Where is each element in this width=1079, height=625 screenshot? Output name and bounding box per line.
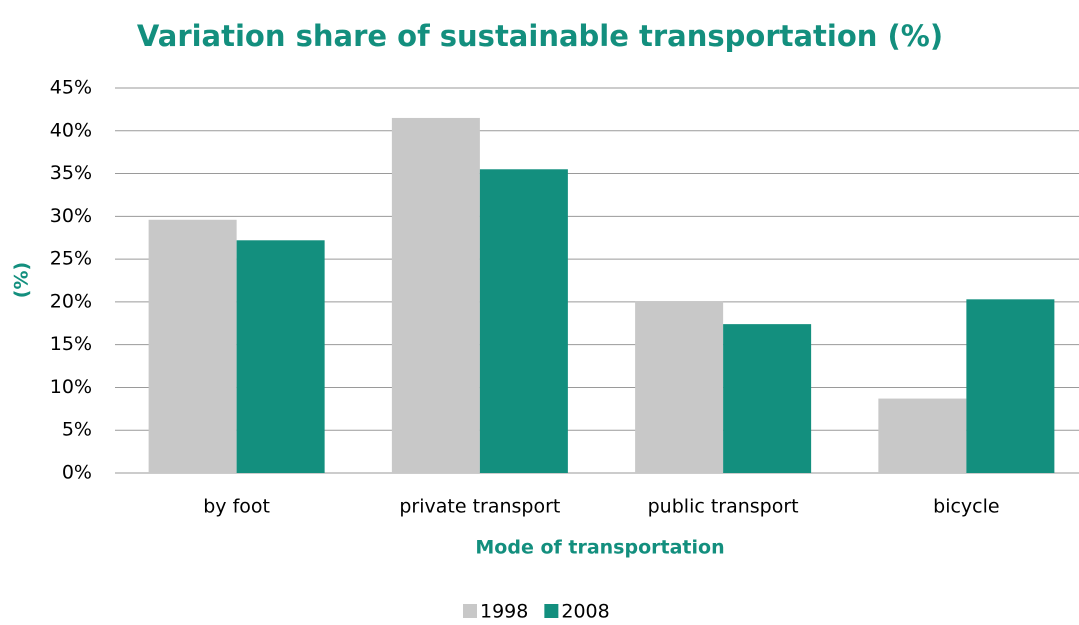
y-tick-label: 10% <box>50 376 92 398</box>
x-tick-label: public transport <box>648 496 799 518</box>
y-tick-label: 20% <box>50 290 92 312</box>
legend-label: 1998 <box>480 601 528 623</box>
legend-swatch <box>544 604 559 618</box>
legend-label: 2008 <box>561 601 609 623</box>
y-tick-label: 0% <box>62 462 92 484</box>
y-axis-label: (%) <box>11 262 33 298</box>
y-tick-label: 40% <box>50 119 92 141</box>
bar <box>878 398 967 473</box>
y-tick-label: 25% <box>50 248 92 270</box>
chart-title: Variation share of sustainable transport… <box>137 19 943 53</box>
x-axis-label: Mode of transportation <box>475 537 724 559</box>
y-tick-label: 5% <box>62 419 92 441</box>
x-tick-label: by foot <box>203 496 270 518</box>
bar <box>966 299 1055 473</box>
y-tick-label: 30% <box>50 205 92 227</box>
bar <box>236 240 325 473</box>
bar <box>479 169 568 473</box>
bar <box>391 117 480 473</box>
x-tick-label: bicycle <box>933 496 999 518</box>
bar <box>723 324 812 473</box>
y-tick-label: 45% <box>50 77 92 99</box>
y-tick-label: 35% <box>50 162 92 184</box>
bar <box>635 301 724 473</box>
bar <box>148 219 237 473</box>
legend-swatch <box>463 604 477 618</box>
x-tick-label: private transport <box>399 496 560 518</box>
y-tick-label: 15% <box>50 333 92 355</box>
